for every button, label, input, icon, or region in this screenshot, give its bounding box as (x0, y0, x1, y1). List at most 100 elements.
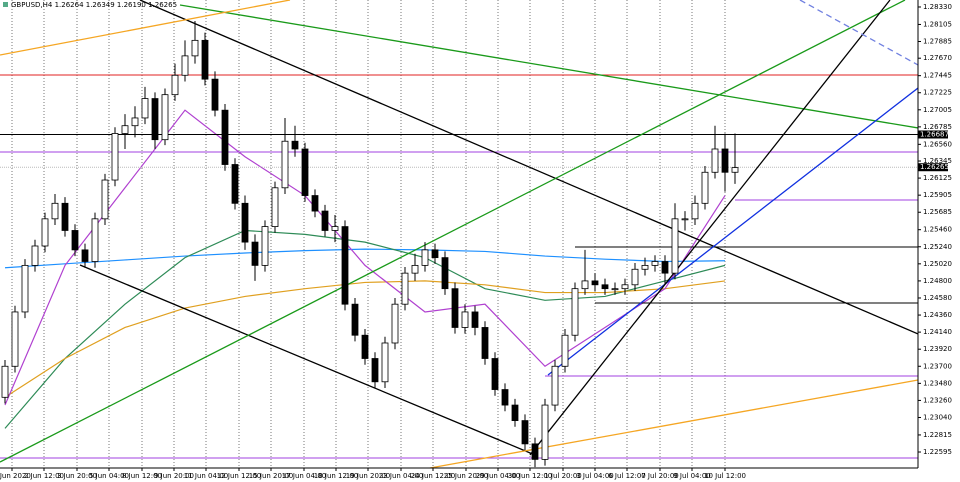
y-tick-label: 1.23480 (923, 379, 952, 387)
candle-body (51, 202, 59, 220)
x-tick-label: 9 Jun 20:00 (154, 472, 194, 480)
x-tick-label: 15 Jun 20:00 (249, 472, 293, 480)
y-tick-label: 1.24580 (923, 294, 952, 302)
candle-body (11, 311, 19, 367)
moving-average (4, 229, 726, 429)
current-price-label: 1.26265 (920, 163, 949, 171)
candle-body (521, 420, 529, 445)
y-tick-label: 1.27445 (923, 72, 952, 80)
y-tick-label: 1.28105 (923, 20, 952, 28)
x-tick-label: 3 Jun 20:00 (57, 472, 97, 480)
candle-body (721, 148, 729, 173)
trendline (547, 87, 918, 376)
candle-body (451, 288, 459, 328)
x-tick-label: 11 Jun 04:00 (184, 472, 228, 480)
x-tick-label: 19 Jun 20:00 (346, 472, 390, 480)
y-tick-label: 1.22815 (923, 431, 952, 439)
candle-body (21, 264, 29, 313)
candle-body (701, 171, 709, 204)
candle-body (551, 365, 559, 406)
candle-body (351, 303, 359, 336)
candle-body (61, 202, 69, 231)
trendline (79, 264, 536, 456)
candle-body (311, 195, 319, 212)
candle-body (571, 288, 579, 336)
x-tick-label: 17 Jun 04:00 (282, 472, 326, 480)
moving-average (4, 248, 726, 269)
chart-title: GBPUSD,H4 1.26264 1.26349 1.26190 1.2626… (11, 1, 177, 9)
plot-area (0, 0, 918, 468)
candle-body (501, 389, 509, 406)
x-tick-label: 30 Jun 12:00 (508, 472, 552, 480)
candle-body (661, 261, 669, 274)
y-tick-label: 1.25905 (923, 191, 952, 199)
candle-body (141, 98, 149, 119)
candle-body (291, 140, 299, 150)
y-tick-label: 1.25240 (923, 243, 952, 251)
y-tick-label: 1.22595 (923, 448, 952, 456)
x-tick-label: 9 Jul 04:00 (673, 472, 711, 480)
y-tick-label: 1.23700 (923, 362, 952, 370)
x-tick-label: 29 Jun 04:00 (476, 472, 520, 480)
trendline (139, 0, 918, 335)
candle-body (251, 241, 259, 266)
candle-body (641, 264, 649, 270)
candle-body (301, 148, 309, 196)
y-tick-label: 1.23920 (923, 345, 952, 353)
y-tick-label: 1.28330 (923, 3, 952, 11)
candle-body (691, 202, 699, 220)
candle-body (511, 404, 519, 421)
candle-body (231, 164, 239, 204)
candle-body (391, 303, 399, 344)
candle-body (431, 249, 439, 259)
candle-body (621, 284, 629, 290)
candle-body (181, 55, 189, 76)
candle-body (611, 288, 619, 291)
candle-body (421, 249, 429, 266)
x-tick-label: 25 Jun 20:00 (444, 472, 488, 480)
candle-body (261, 226, 269, 266)
trendline (179, 4, 918, 129)
candle-body (271, 187, 279, 227)
y-tick-label: 1.24800 (923, 277, 952, 285)
y-tick-label: 1.27005 (923, 106, 952, 114)
x-tick-label: 6 Jul 12:00 (608, 472, 646, 480)
y-tick-label: 1.26785 (923, 123, 952, 131)
candle-body (711, 148, 719, 173)
y-tick-label: 1.25020 (923, 260, 952, 268)
price-tag-label: 1.26687 (920, 130, 949, 138)
candle-body (121, 125, 129, 134)
candle-body (131, 117, 139, 127)
current-price-tag (918, 163, 948, 172)
candle-body (491, 358, 499, 390)
candle-body (601, 284, 609, 290)
trendline (429, 379, 918, 468)
candle-body (541, 404, 549, 460)
candle-body (1, 365, 9, 398)
candle-body (331, 226, 339, 231)
trendline (0, 0, 906, 463)
x-tick-label: 18 Jun 12:00 (314, 472, 358, 480)
y-tick-label: 1.27670 (923, 54, 952, 62)
candle-body (411, 264, 419, 274)
x-tick-label: 24 Jun 12:00 (411, 472, 455, 480)
candle-body (81, 249, 89, 262)
candle-body (591, 280, 599, 286)
candle-body (531, 443, 539, 460)
price-tag (918, 130, 948, 139)
moving-average (4, 109, 726, 406)
candle-body (71, 230, 79, 251)
candle-body (681, 218, 689, 221)
symbol-icon (3, 2, 8, 7)
candle-body (41, 218, 49, 247)
y-tick-label: 1.26125 (923, 174, 952, 182)
x-tick-label: 1 Jul 20:00 (544, 472, 582, 480)
x-tick-label: 5 Jun 04:00 (89, 472, 129, 480)
x-tick-label: 8 Jun 12:00 (122, 472, 162, 480)
candle-body (321, 210, 329, 231)
x-tick-label: 2 Jun 12:00 (24, 472, 64, 480)
y-tick-label: 1.25685 (923, 208, 952, 216)
candle-body (401, 272, 409, 305)
